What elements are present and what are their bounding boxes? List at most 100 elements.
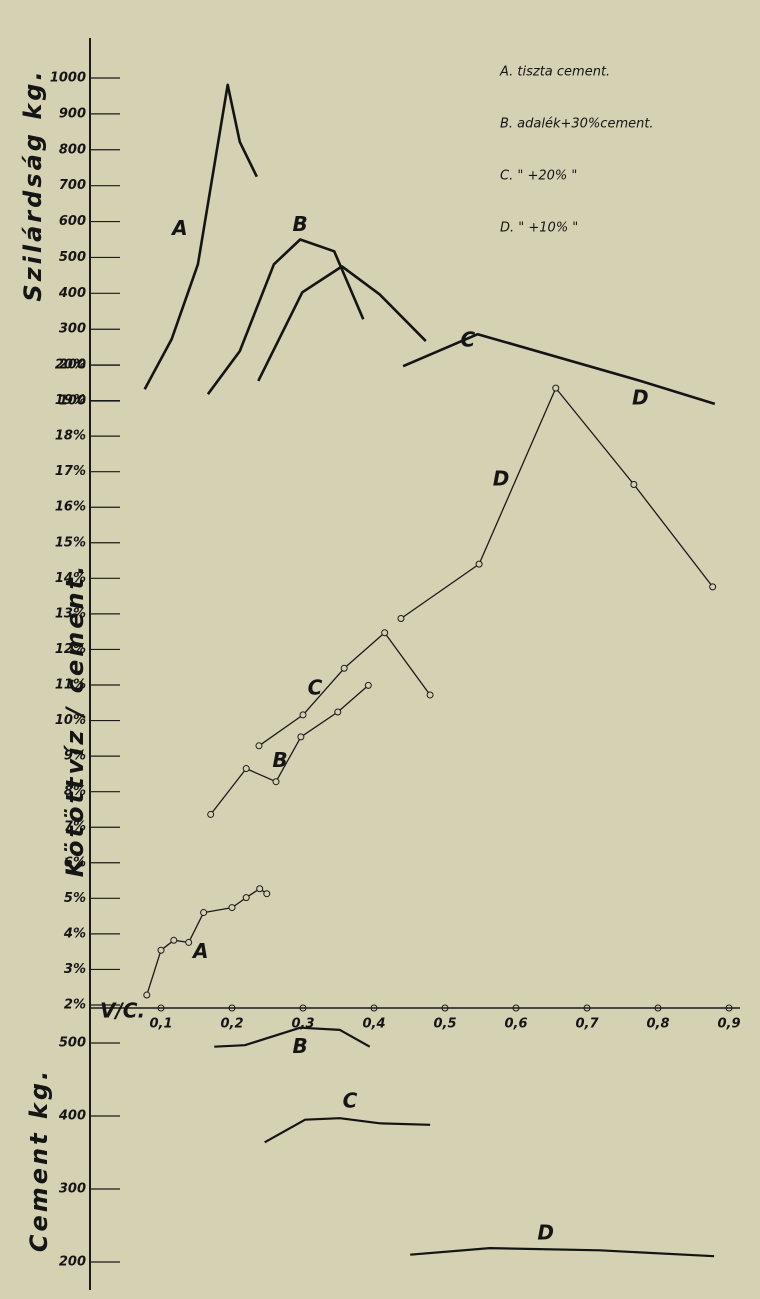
series-label: A [191,939,208,963]
data-point [185,938,193,946]
y-tick-label: 10% [55,713,86,728]
series-line [210,684,369,815]
y-tick-label: 400 [58,286,86,301]
y-tick-label: 19% [55,393,86,408]
x-tick [725,1004,733,1012]
data-point [242,894,250,902]
data-point [228,904,236,912]
y-tick-label: 300 [59,322,86,337]
data-point [157,946,165,954]
y-tick-label: 200 [59,358,86,373]
series-label: D [632,385,649,409]
x-tick [228,1004,236,1012]
x-tick [441,1004,449,1012]
series-line [257,265,427,382]
series-line [264,1117,431,1144]
y-tick-label: 13% [55,606,86,621]
series-line [402,332,716,406]
series-label: A [170,216,187,240]
y-tick-label: 20% [55,358,86,373]
data-point [272,778,280,786]
y-tick-label: 18% [55,429,86,444]
data-point [200,909,208,917]
data-point [256,885,264,893]
legend-entry: B. adalék+30%cement. [500,117,654,132]
x-tick [299,1004,307,1012]
data-point [340,664,348,672]
series-line [214,1026,371,1048]
y-tick-label: 1000 [50,71,86,86]
series-label: B [272,748,287,772]
y-tick-label: 12% [55,642,86,657]
x-tick [583,1004,591,1012]
y-tick-label: 500 [59,250,86,265]
x-tick [512,1004,520,1012]
y-tick-label: 900 [59,106,86,121]
series-label: B [293,1034,308,1058]
data-point [255,742,263,750]
y-tick-label: 100 [59,394,86,409]
y-tick-label: 11% [55,678,86,693]
data-point [364,681,372,689]
series-label: D [537,1221,554,1245]
y-tick-label: 7% [64,820,86,835]
y-tick-label: 2% [64,998,86,1013]
y-tick-label: 700 [59,178,86,193]
data-point [297,733,305,741]
series-label: D [493,467,510,491]
data-point [426,691,434,699]
x-tick-label: 0,7 [575,1017,599,1032]
series-line [206,238,365,395]
data-point [709,583,717,591]
legend-entry: C. " +20% " [500,169,577,184]
y-tick-label: 3% [64,962,86,977]
y-tick-label: 16% [55,500,86,515]
y-tick-label: 14% [55,571,86,586]
data-point [334,708,342,716]
series-label: C [308,675,323,699]
y-axis-title: Szilárdság kg. [19,68,47,301]
y-tick-label: 4% [63,926,86,941]
legend-entry: A. tiszta cement. [499,65,610,80]
data-point [381,629,389,637]
y-tick-label: 6% [64,855,86,870]
data-point [397,615,405,623]
x-tick [654,1004,662,1012]
data-point [170,936,178,944]
x-tick-label: 0,1 [149,1017,172,1032]
data-point [475,560,483,568]
series-line [143,83,258,390]
y-tick-label: 5% [64,891,86,906]
x-tick [157,1004,165,1012]
data-point [552,384,560,392]
y-tick-label: 400 [58,1109,86,1124]
series-label: C [343,1089,358,1113]
x-tick-label: 0,6 [504,1017,527,1032]
x-axis-title: V/C. [100,999,145,1023]
x-tick-label: 0,2 [220,1017,243,1032]
x-tick-label: 0,9 [717,1017,740,1032]
series-label: B [293,212,308,236]
x-tick-label: 0,8 [646,1017,669,1032]
data-point [207,810,215,818]
data-point [299,711,307,719]
data-point [630,480,638,488]
y-tick-label: 800 [59,142,86,157]
series-line [410,1247,715,1258]
y-tick-label: 9% [64,749,86,764]
y-axis-title: Cement kg. [25,1068,53,1252]
y-tick-label: 15% [55,535,86,550]
y-tick-label: 200 [59,1255,86,1270]
x-tick-label: 0,5 [433,1017,456,1032]
data-point [263,890,271,898]
x-tick [370,1004,378,1012]
y-tick-label: 600 [59,214,86,229]
y-tick-label: 300 [59,1182,86,1197]
data-point [143,991,151,999]
legend-entry: D. " +10% " [500,221,578,236]
y-tick-label: 500 [59,1036,86,1051]
y-axis-title: Kötöttvíz / cement. [61,563,89,877]
data-point [242,765,250,773]
